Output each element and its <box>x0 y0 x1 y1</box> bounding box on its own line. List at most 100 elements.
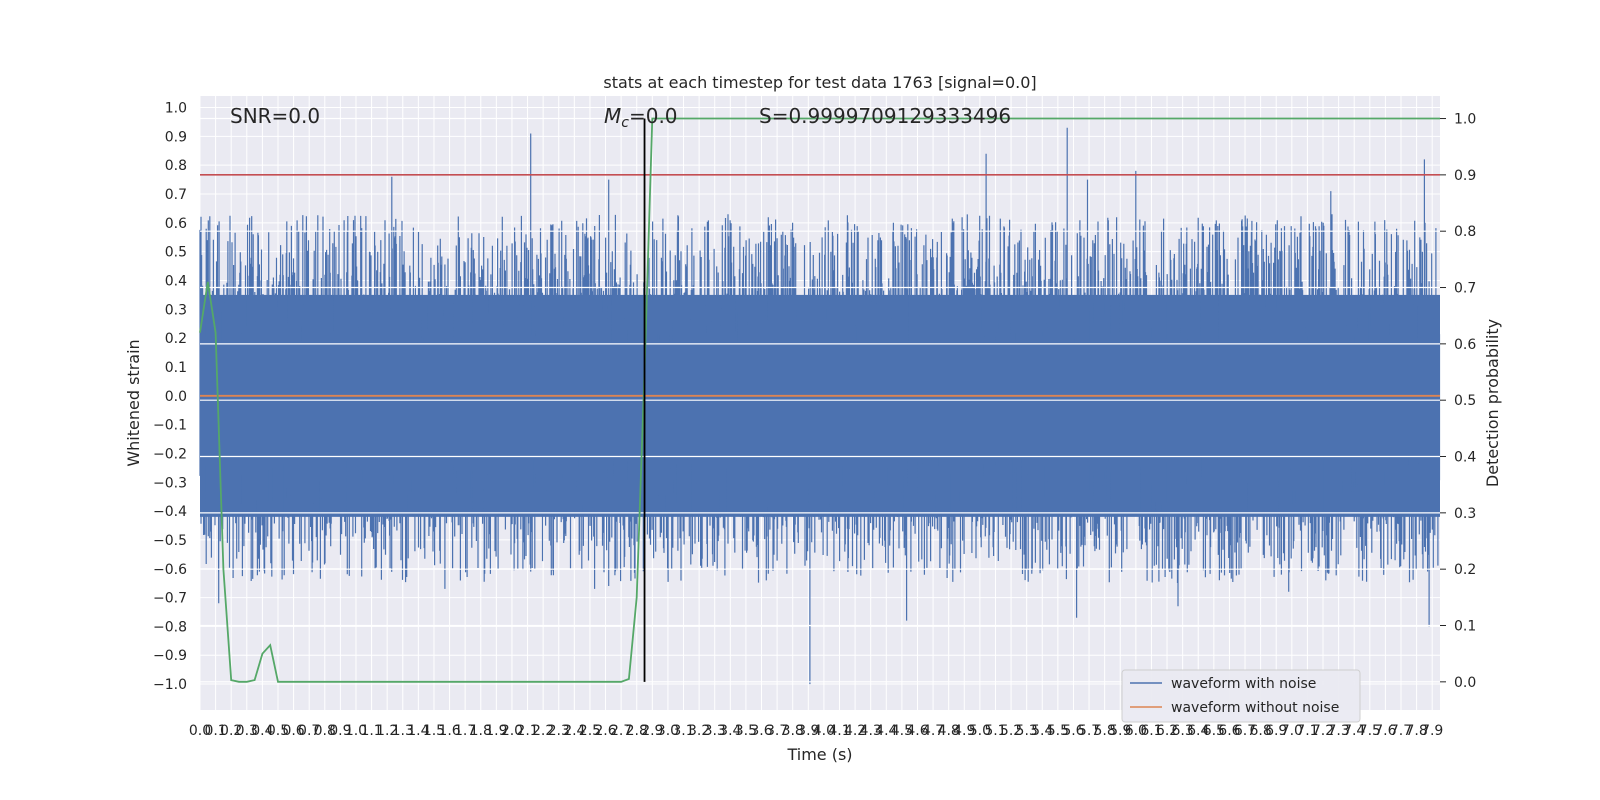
y-tick-label: −0.6 <box>153 562 187 578</box>
x-tick-label: 4.9 <box>953 723 975 739</box>
x-tick-label: 7.6 <box>1374 723 1396 739</box>
x-tick-label: 6.9 <box>1265 723 1287 739</box>
x-tick-label: 1.6 <box>438 723 460 739</box>
x-tick-label: 7.3 <box>1327 723 1349 739</box>
x-tick-label: 0.5 <box>267 723 289 739</box>
x-tick-label: 2.4 <box>563 723 585 739</box>
x-tick-label: 5.7 <box>1078 723 1100 739</box>
y2-tick-label: 0.4 <box>1454 450 1476 466</box>
y-tick-label: 0.4 <box>165 273 187 289</box>
s-annotation: S=0.9999709129333496 <box>759 104 1011 128</box>
y-tick-label: −0.1 <box>153 418 187 434</box>
x-tick-label: 7.5 <box>1359 723 1381 739</box>
legend-label-clean: waveform without noise <box>1171 700 1339 716</box>
y2-tick-label: 0.8 <box>1454 224 1476 240</box>
x-tick-label: 2.6 <box>594 723 616 739</box>
x-tick-label: 7.7 <box>1390 723 1412 739</box>
y-tick-label: −0.3 <box>153 475 187 491</box>
x-tick-label: 7.9 <box>1421 723 1443 739</box>
y2-tick-label: 0.5 <box>1454 393 1476 409</box>
x-tick-label: 1.7 <box>454 723 476 739</box>
x-tick-label: 6.6 <box>1218 723 1240 739</box>
x-tick-label: 3.5 <box>735 723 757 739</box>
x-tick-label: 0.6 <box>282 723 304 739</box>
x-tick-label: 2.2 <box>532 723 554 739</box>
y-tick-label: −0.4 <box>153 504 187 520</box>
y-tick-label: −0.8 <box>153 619 187 635</box>
x-tick-label: 4.7 <box>922 723 944 739</box>
x-tick-label: 4.2 <box>844 723 866 739</box>
x-tick-label: 7.1 <box>1296 723 1318 739</box>
x-tick-label: 2.5 <box>579 723 601 739</box>
legend-box <box>1121 669 1361 723</box>
x-tick-label: 6.8 <box>1249 723 1271 739</box>
y-tick-label: 0.9 <box>165 129 187 145</box>
x-tick-label: 5.5 <box>1047 723 1069 739</box>
y-tick-label: 0.2 <box>165 331 187 347</box>
x-tick-label: 3.2 <box>688 723 710 739</box>
y-axis-label: Whitened strain <box>124 339 143 466</box>
y-tick-label: 0.6 <box>165 216 187 232</box>
y2-tick-label: 0.3 <box>1454 506 1476 522</box>
x-tick-label: 6.2 <box>1156 723 1178 739</box>
x-tick-label: 3.9 <box>797 723 819 739</box>
y2-tick-label: 0.1 <box>1454 619 1476 635</box>
x-tick-label: 1.0 <box>345 723 367 739</box>
y-tick-label: −0.5 <box>153 533 187 549</box>
legend-label-noise: waveform with noise <box>1171 676 1316 692</box>
x-tick-label: 7.8 <box>1405 723 1427 739</box>
x-tick-label: 6.1 <box>1140 723 1162 739</box>
x-tick-label: 1.5 <box>423 723 445 739</box>
x-tick-label: 1.2 <box>376 723 398 739</box>
y-tick-label: 0.1 <box>165 360 187 376</box>
x-tick-label: 5.6 <box>1062 723 1084 739</box>
x-tick-label: 0.8 <box>314 723 336 739</box>
x-tick-label: 6.5 <box>1203 723 1225 739</box>
x-tick-label: 3.8 <box>782 723 804 739</box>
x-tick-labels: 0.00.10.20.30.40.50.60.70.80.91.01.11.21… <box>189 723 1443 739</box>
x-tick-label: 6.4 <box>1187 723 1209 739</box>
y-tick-label: −0.9 <box>153 648 187 664</box>
x-tick-label: 0.2 <box>220 723 242 739</box>
y-tick-label: 0.8 <box>165 158 187 174</box>
x-tick-label: 3.0 <box>657 723 679 739</box>
mc-value: =0.0 <box>629 104 678 128</box>
x-tick-label: 3.1 <box>672 723 694 739</box>
y-tick-label: 1.0 <box>165 101 187 117</box>
mc-annotation: Mc=0.0 <box>604 104 678 131</box>
noise-trace <box>199 127 1441 685</box>
x-tick-label: 0.7 <box>298 723 320 739</box>
x-tick-label: 4.4 <box>875 723 897 739</box>
x-tick-label: 3.3 <box>704 723 726 739</box>
mc-symbol: M <box>604 104 621 128</box>
x-tick-label: 1.8 <box>470 723 492 739</box>
x-tick-label: 3.6 <box>750 723 772 739</box>
x-tick-label: 4.8 <box>938 723 960 739</box>
y-tick-label: −0.7 <box>153 591 187 607</box>
y2-tick-label: 0.7 <box>1454 281 1476 297</box>
chart-title: stats at each timestep for test data 176… <box>603 73 1036 92</box>
waveform-with-noise-series <box>199 127 1441 685</box>
x-tick-label: 1.9 <box>485 723 507 739</box>
x-tick-label: 1.4 <box>407 723 429 739</box>
x-tick-label: 7.4 <box>1343 723 1365 739</box>
x-tick-label: 2.9 <box>641 723 663 739</box>
x-tick-label: 5.3 <box>1016 723 1038 739</box>
x-tick-label: 2.3 <box>548 723 570 739</box>
x-tick-label: 3.4 <box>719 723 741 739</box>
x-tick-label: 5.9 <box>1109 723 1131 739</box>
y-tick-label: 0.3 <box>165 302 187 318</box>
detection-probability-line <box>199 117 1440 683</box>
y2-tick-labels: 1.0 0.9 0.8 0.7 0.6 0.5 0.4 0.3 0.2 0.1 0.0 <box>1440 112 1476 691</box>
x-tick-label: 5.1 <box>984 723 1006 739</box>
x-tick-label: 5.2 <box>1000 723 1022 739</box>
x-tick-label: 7.2 <box>1312 723 1334 739</box>
y-tick-label: 0.7 <box>165 187 187 203</box>
y2-tick-label: 0.9 <box>1454 168 1476 184</box>
y-tick-label: −0.2 <box>153 446 187 462</box>
x-tick-label: 1.3 <box>392 723 414 739</box>
x-tick-label: 5.4 <box>1031 723 1053 739</box>
y-tick-label: 0.5 <box>165 245 187 261</box>
mc-subscript: c <box>621 115 629 131</box>
y-tick-label: 0.0 <box>165 389 187 405</box>
